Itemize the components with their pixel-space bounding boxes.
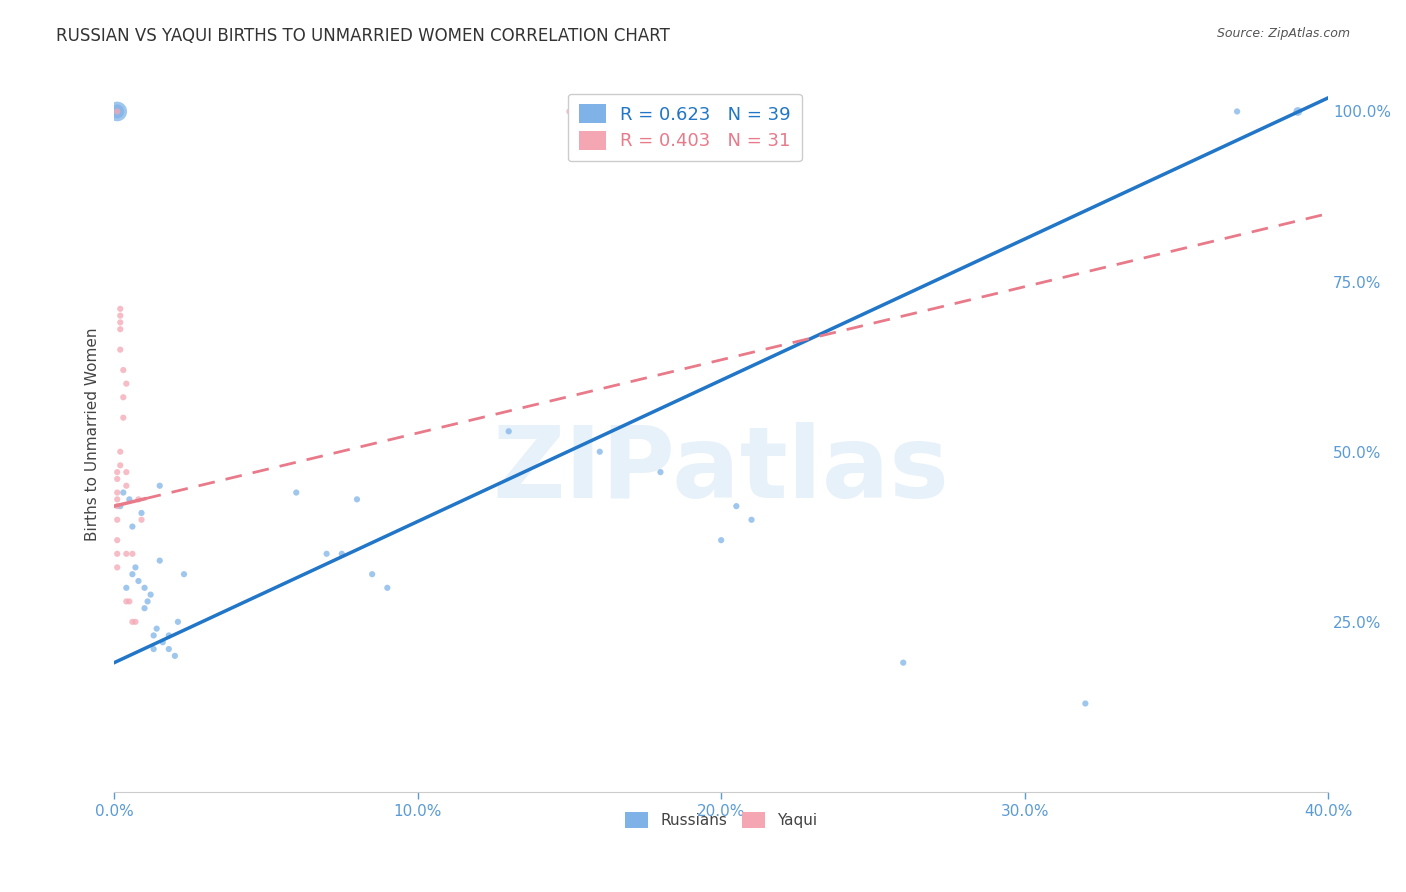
Point <box>110 322 132 336</box>
Point <box>110 343 132 357</box>
Point <box>589 444 612 458</box>
Point <box>139 588 162 602</box>
Point <box>118 594 141 608</box>
Point <box>173 567 195 582</box>
Point <box>105 485 128 500</box>
Legend: Russians, Yaqui: Russians, Yaqui <box>619 806 824 834</box>
Point <box>127 492 149 507</box>
Point <box>115 479 138 493</box>
Point <box>105 465 128 479</box>
Point <box>105 560 128 574</box>
Point <box>115 465 138 479</box>
Point <box>710 533 733 548</box>
Point <box>163 648 186 663</box>
Point <box>330 547 353 561</box>
Point <box>121 567 143 582</box>
Point <box>157 642 180 657</box>
Point <box>142 642 165 657</box>
Point <box>105 472 128 486</box>
Point <box>105 499 128 513</box>
Point <box>1074 697 1097 711</box>
Point <box>136 594 159 608</box>
Point <box>891 656 914 670</box>
Point <box>361 567 384 582</box>
Point <box>105 492 128 507</box>
Text: ZIPatlas: ZIPatlas <box>492 422 949 519</box>
Point <box>105 547 128 561</box>
Point <box>118 492 141 507</box>
Point <box>110 444 132 458</box>
Point <box>124 615 146 629</box>
Point <box>115 376 138 391</box>
Point <box>167 615 190 629</box>
Point <box>741 513 763 527</box>
Point <box>498 425 520 439</box>
Point <box>124 560 146 574</box>
Point <box>112 363 135 377</box>
Point <box>110 301 132 316</box>
Point <box>149 553 172 567</box>
Point <box>346 492 368 507</box>
Y-axis label: Births to Unmarried Women: Births to Unmarried Women <box>86 328 100 541</box>
Point <box>127 574 149 588</box>
Point <box>121 547 143 561</box>
Point <box>121 519 143 533</box>
Point <box>105 513 128 527</box>
Point <box>112 410 135 425</box>
Point <box>131 506 153 520</box>
Point <box>152 635 174 649</box>
Point <box>112 485 135 500</box>
Point <box>131 513 153 527</box>
Point <box>105 533 128 548</box>
Point <box>105 104 128 119</box>
Point <box>157 628 180 642</box>
Point <box>115 547 138 561</box>
Point <box>375 581 398 595</box>
Point <box>110 309 132 323</box>
Point <box>121 615 143 629</box>
Point <box>110 315 132 329</box>
Point <box>115 594 138 608</box>
Point <box>115 581 138 595</box>
Text: RUSSIAN VS YAQUI BIRTHS TO UNMARRIED WOMEN CORRELATION CHART: RUSSIAN VS YAQUI BIRTHS TO UNMARRIED WOM… <box>56 27 671 45</box>
Point <box>1226 104 1249 119</box>
Point <box>558 104 581 119</box>
Point <box>134 581 156 595</box>
Point <box>134 601 156 615</box>
Point <box>285 485 308 500</box>
Point <box>105 104 128 119</box>
Point <box>149 479 172 493</box>
Point <box>1286 104 1309 119</box>
Point <box>112 390 135 404</box>
Point <box>315 547 337 561</box>
Point <box>110 499 132 513</box>
Point <box>110 458 132 473</box>
Text: Source: ZipAtlas.com: Source: ZipAtlas.com <box>1216 27 1350 40</box>
Point <box>145 622 167 636</box>
Point <box>725 499 748 513</box>
Point <box>105 104 128 119</box>
Point <box>650 465 672 479</box>
Point <box>142 628 165 642</box>
